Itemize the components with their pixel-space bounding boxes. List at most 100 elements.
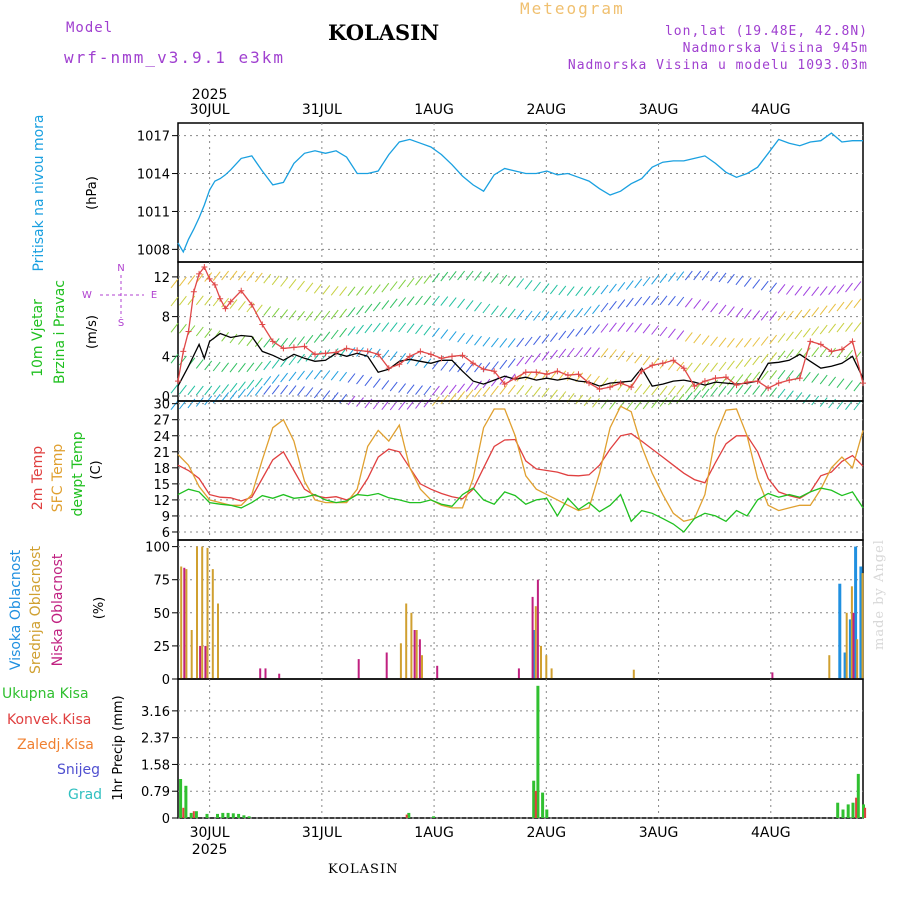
precip-total-bar xyxy=(532,780,536,818)
wind-gust-marker xyxy=(427,351,434,358)
wind-gust-marker xyxy=(269,338,276,345)
wind-barb xyxy=(254,337,263,348)
cloud-mid-bar xyxy=(185,569,188,679)
wind-gust-marker xyxy=(817,341,824,348)
wind-barb xyxy=(651,295,659,306)
wind-gust-marker xyxy=(754,378,761,385)
wind-barb xyxy=(372,378,381,388)
wind-barb xyxy=(693,299,702,309)
wind-barb xyxy=(819,347,828,357)
wind-barb xyxy=(693,270,702,281)
precip-total-bar xyxy=(862,804,865,818)
wind-barb xyxy=(465,300,474,310)
wind-barb xyxy=(482,336,491,347)
y-tick-label: 2.37 xyxy=(141,732,170,747)
wind-barb xyxy=(305,387,314,397)
wind-barb xyxy=(499,274,508,285)
cloud-high-bar xyxy=(532,630,536,679)
bottom-axis-year: 2025 xyxy=(192,842,228,858)
precip-total-bar xyxy=(856,773,860,818)
cloud-low-bar xyxy=(418,639,421,679)
wind-barb xyxy=(575,394,584,405)
wind-barb xyxy=(811,326,820,336)
cloud-mid-bar xyxy=(410,612,413,679)
wind-barb xyxy=(524,279,533,290)
wind-barb xyxy=(634,278,643,289)
wind-barb xyxy=(684,332,693,342)
pressure-line xyxy=(177,132,863,254)
wind-barb xyxy=(735,384,744,395)
wind-barb xyxy=(440,394,449,405)
wind-barb xyxy=(617,299,626,309)
wind-barb xyxy=(533,335,541,346)
wind-barb xyxy=(389,298,398,309)
wind-barb xyxy=(625,352,634,362)
cloud-mid-bar xyxy=(534,606,537,679)
wind-gust-marker xyxy=(796,375,803,382)
y-tick-label: 75 xyxy=(153,574,170,589)
wind-barb xyxy=(491,361,499,371)
wind-barb xyxy=(575,327,584,337)
wind-barb xyxy=(364,285,373,296)
compass-cross-icon xyxy=(100,275,144,318)
wind-barb xyxy=(322,370,331,380)
wind-barb xyxy=(238,362,246,373)
wind-barb xyxy=(389,281,398,291)
wind-barb xyxy=(836,322,845,333)
wind-barb xyxy=(533,370,541,380)
wind-barb xyxy=(693,362,702,373)
precip-total-bar xyxy=(216,813,219,818)
wind-barb xyxy=(701,388,710,399)
wind-barb xyxy=(558,391,567,401)
wind-barb xyxy=(372,301,381,312)
wind-barb xyxy=(592,397,600,408)
wind-barb xyxy=(280,384,288,395)
wind-barb xyxy=(238,388,246,399)
wind-barb xyxy=(457,391,465,401)
wind-barb xyxy=(491,305,499,316)
wind-barb xyxy=(676,330,685,340)
y-tick-label: 18 xyxy=(153,462,170,477)
wind-barb xyxy=(288,337,297,347)
wind-barb xyxy=(786,285,794,295)
location-title: KOLASIN xyxy=(328,20,440,45)
cloud-mid-bar xyxy=(217,603,219,679)
bottom-axis-day-label: 31JUL xyxy=(302,825,342,841)
wind-barb xyxy=(389,381,398,392)
wind-barb xyxy=(693,390,702,400)
wind-barb xyxy=(524,336,533,347)
cloud-mid-bar xyxy=(415,630,418,679)
wind-barb xyxy=(642,355,651,366)
wind-barb xyxy=(457,362,465,373)
wind-barb xyxy=(263,273,272,284)
wind-barb xyxy=(592,324,600,334)
wind-barb xyxy=(221,362,229,373)
wind-barb xyxy=(330,309,339,320)
wind-barb xyxy=(794,285,803,296)
wind-barb xyxy=(853,381,862,392)
wind-barb xyxy=(752,385,761,395)
wind-barb xyxy=(592,285,600,296)
compass-east-label: E xyxy=(151,290,157,301)
wind-barb xyxy=(642,295,651,306)
precip-total-bar xyxy=(205,813,209,818)
wind-barb xyxy=(187,325,196,335)
wind-barb xyxy=(811,307,820,317)
wind-gust-marker xyxy=(343,345,350,352)
wind-barb xyxy=(575,307,584,318)
wind-barb xyxy=(735,359,744,369)
wind-barb xyxy=(381,400,390,411)
footer-location: KOLASIN xyxy=(328,862,399,877)
wind-barb xyxy=(423,295,432,306)
wind-gust-marker xyxy=(838,346,845,353)
precip-total-bar xyxy=(545,809,549,818)
wind-unit-label: (m/s) xyxy=(85,315,100,349)
wind-barb xyxy=(828,303,836,314)
wind-barb xyxy=(322,390,331,400)
bottom-axis-day-label: 4AUG xyxy=(751,825,791,841)
wind-barb xyxy=(440,296,449,306)
wind-barb xyxy=(491,337,499,348)
precip-convective-bar xyxy=(855,797,858,818)
wind-barb xyxy=(836,378,845,389)
wind-axis-subtitle: Brzina i Pravac xyxy=(52,280,68,384)
